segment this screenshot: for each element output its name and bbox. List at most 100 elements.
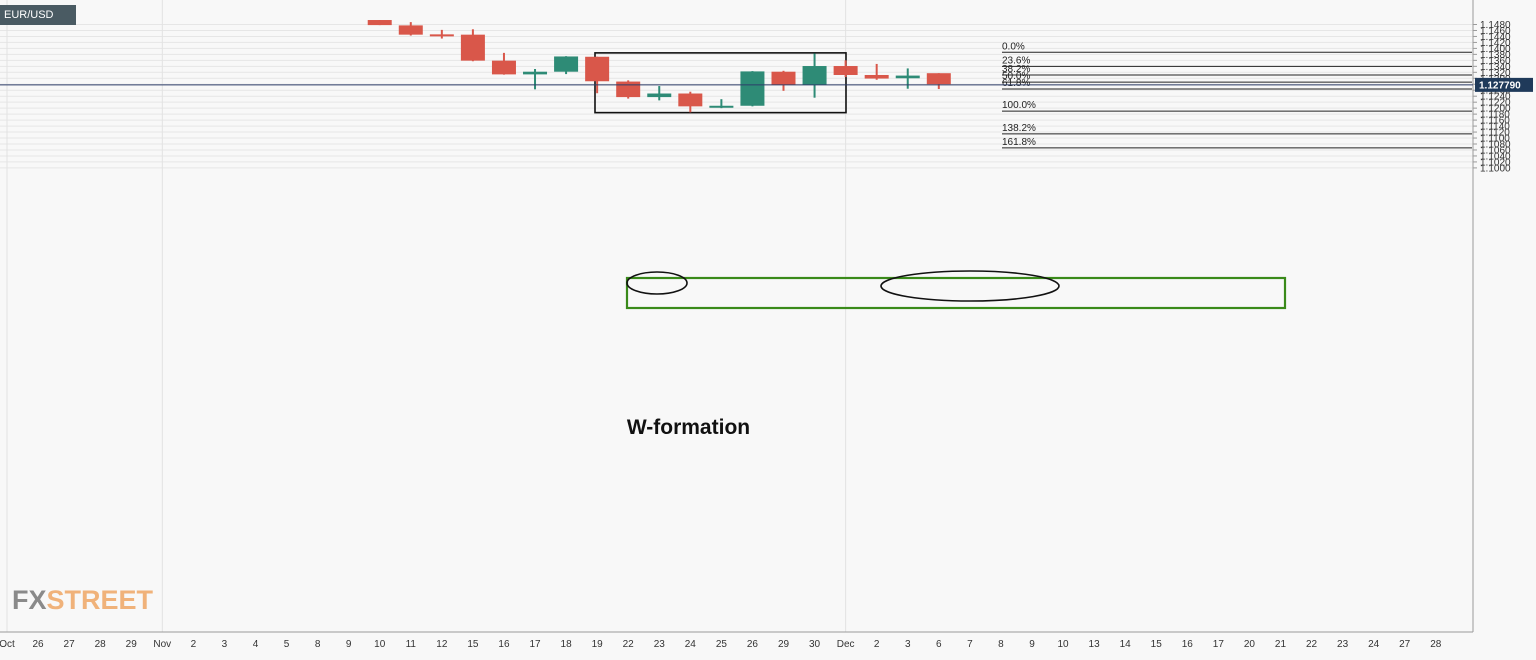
- candle-body: [460, 34, 485, 61]
- x-tick-label: 25: [716, 639, 728, 650]
- x-tick-label: 8: [315, 639, 321, 650]
- candle: [585, 56, 610, 94]
- candle: [864, 63, 889, 80]
- candle-body: [771, 71, 796, 85]
- fxstreet-logo: FXSTREET: [12, 585, 153, 616]
- x-tick-label: 13: [1089, 639, 1101, 650]
- candle: [491, 52, 516, 75]
- fib-level-label: 161.8%: [1002, 137, 1036, 148]
- highlight-ellipse-left: [626, 271, 688, 295]
- y-tick-label: 1.1100: [1480, 134, 1510, 145]
- x-tick-label: 29: [126, 639, 138, 650]
- candle: [460, 29, 485, 62]
- x-tick-label: 29: [778, 639, 790, 650]
- x-tick-label: 27: [1399, 639, 1411, 650]
- current-price-label: 1.127790: [1479, 80, 1521, 91]
- fib-level-label: 61.8%: [1002, 78, 1030, 89]
- y-tick-label: 1.1240: [1480, 92, 1511, 103]
- x-tick-label: 23: [1337, 639, 1349, 650]
- candle-body: [616, 81, 641, 98]
- logo-prefix: FX: [12, 585, 47, 615]
- candles: [367, 20, 951, 113]
- candle: [647, 86, 672, 101]
- x-tick-label: 26: [747, 639, 759, 650]
- fib-level-label: 38.2%: [1002, 64, 1030, 75]
- x-tick-label: 22: [623, 639, 635, 650]
- y-tick-label: 1.1060: [1480, 145, 1511, 156]
- candle: [771, 70, 796, 91]
- x-tick-label: 18: [561, 639, 573, 650]
- candle-body: [367, 20, 392, 26]
- y-tick-label: 1.1160: [1480, 116, 1510, 127]
- y-tick-label: 1.1200: [1480, 104, 1511, 115]
- fib-level-label: 138.2%: [1002, 123, 1036, 134]
- candle-body: [554, 56, 579, 72]
- x-tick-label: 17: [1213, 639, 1225, 650]
- candle-body: [802, 66, 827, 85]
- x-tick-label: 8: [998, 639, 1004, 650]
- grid-lines: [0, 0, 1473, 632]
- candle: [616, 80, 641, 99]
- candle: [709, 99, 734, 109]
- x-tick-label: Oct: [0, 639, 15, 650]
- candle: [367, 20, 392, 26]
- y-tick-label: 1.1460: [1480, 26, 1511, 37]
- candle-body: [491, 60, 516, 75]
- w-formation-box: [594, 52, 847, 114]
- x-tick-label: 10: [374, 639, 386, 650]
- logo-suffix: STREET: [46, 585, 154, 615]
- x-tick-label: 24: [1368, 639, 1380, 650]
- y-tick-label: 1.1480: [1480, 20, 1511, 31]
- candle-body: [678, 93, 703, 107]
- x-tick-label: 14: [1120, 639, 1132, 650]
- candle-body: [585, 56, 610, 82]
- x-tick-label: 9: [346, 639, 352, 650]
- x-tick-label: 28: [95, 639, 107, 650]
- y-tick-label: 1.1040: [1480, 151, 1511, 162]
- highlight-ellipse-right: [880, 270, 1060, 302]
- y-tick-label: 1.1140: [1480, 122, 1510, 133]
- x-tick-label: 3: [222, 639, 228, 650]
- x-tick-label: 17: [529, 639, 541, 650]
- x-tick-label: 28: [1430, 639, 1442, 650]
- y-tick-label: 1.1180: [1480, 110, 1510, 121]
- x-tick-label: 15: [467, 639, 479, 650]
- x-tick-label: 16: [1182, 639, 1194, 650]
- x-tick-label: 3: [905, 639, 911, 650]
- x-tick-label: 20: [1244, 639, 1256, 650]
- y-tick-label: 1.1020: [1480, 157, 1511, 168]
- x-tick-label: 27: [64, 639, 76, 650]
- fib-level-label: 23.6%: [1002, 55, 1030, 66]
- x-tick-label: 9: [1029, 639, 1035, 650]
- x-tick-label: 16: [498, 639, 510, 650]
- candle-body: [864, 74, 889, 79]
- fib-level-label: 50.0%: [1002, 71, 1030, 82]
- support-zone-box: [625, 276, 1287, 310]
- candle: [740, 71, 765, 107]
- symbol-badge[interactable]: EUR/USD: [0, 5, 76, 25]
- x-tick-label: 4: [253, 639, 259, 650]
- y-tick-label: 1.1380: [1480, 50, 1511, 61]
- x-tick-label: 24: [685, 639, 697, 650]
- annotation-layer: W-formation: [594, 52, 1287, 439]
- candle-body: [833, 66, 858, 75]
- y-tick-label: 1.1420: [1480, 38, 1511, 49]
- fib-level-label: 0.0%: [1002, 41, 1025, 52]
- y-tick-label: 1.1320: [1480, 68, 1511, 79]
- candle: [398, 22, 423, 36]
- candle-body: [429, 34, 454, 37]
- x-tick-label: 19: [592, 639, 604, 650]
- candle-body: [523, 71, 548, 75]
- y-tick-label: 1.1360: [1480, 56, 1511, 67]
- candle-body: [740, 71, 765, 106]
- y-tick-label: 1.1000: [1480, 163, 1511, 174]
- candle-body: [895, 75, 920, 79]
- candle-body: [926, 73, 951, 85]
- y-tick-label: 1.1340: [1480, 62, 1511, 73]
- x-tick-label: Dec: [837, 639, 855, 650]
- fibonacci-levels: 0.0% 23.6%38.2%50.0%61.8% 100.0% 138.2% 161.…: [1002, 41, 1472, 149]
